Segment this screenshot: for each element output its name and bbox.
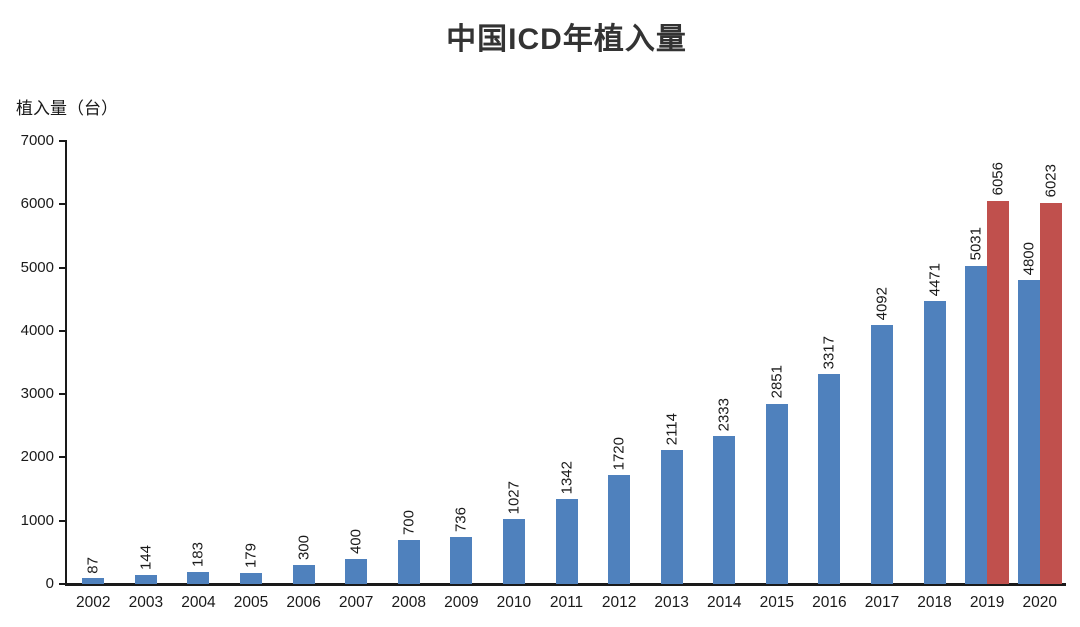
bar-value-label: 736 (452, 507, 470, 533)
bar-value-label: 2851 (768, 365, 786, 399)
x-tick-label: 2002 (76, 594, 111, 611)
x-tick-label: 2005 (233, 594, 269, 611)
bar (765, 403, 788, 584)
bar-value-label: 3317 (820, 335, 838, 370)
x-tick-label: 2004 (181, 594, 216, 611)
x-tick-label: 2008 (391, 594, 426, 611)
x-tick-label: 2010 (496, 594, 532, 611)
bar (987, 200, 1010, 584)
y-axis-title: 植入量（台） (16, 99, 118, 118)
x-tick-label: 2013 (654, 594, 689, 611)
bar-value-label: 4471 (926, 262, 944, 297)
x-tick-label: 2011 (549, 594, 584, 611)
chart-title: 中国ICD年植入量 (446, 23, 687, 56)
bar-value-label: 6056 (989, 162, 1007, 196)
bar-value-label: 2333 (715, 397, 733, 432)
x-tick-label: 2015 (759, 594, 795, 611)
y-tick-label: 2000 (20, 448, 54, 466)
y-tick-mark (59, 266, 65, 269)
y-tick-mark (59, 583, 65, 585)
bar (1017, 280, 1040, 584)
x-tick-label: 2009 (444, 594, 479, 611)
bar-value-label: 4800 (1020, 241, 1038, 276)
bar (608, 475, 631, 584)
bar (923, 301, 946, 584)
y-tick-label: 4000 (20, 321, 54, 339)
y-axis-line (65, 140, 67, 585)
y-tick-label: 7000 (20, 132, 54, 149)
bar-value-label: 5031 (967, 227, 985, 261)
bar-value-label: 1027 (505, 480, 523, 515)
x-tick-label: 2017 (864, 594, 900, 611)
y-tick-label: 5000 (20, 258, 54, 276)
bar (555, 499, 578, 584)
bar (965, 265, 988, 584)
x-tick-label: 2012 (601, 594, 637, 611)
x-tick-label: 2018 (917, 594, 952, 611)
bar-value-label: 2114 (663, 412, 681, 446)
x-tick-label: 2016 (812, 594, 847, 611)
x-axis-line (65, 583, 1066, 586)
y-tick-mark (59, 456, 65, 459)
bar (82, 578, 105, 584)
bar (187, 572, 210, 584)
bar-value-label: 300 (295, 534, 313, 561)
x-tick-label: 2014 (706, 594, 742, 611)
y-tick-label: 6000 (20, 195, 54, 213)
bar (450, 537, 473, 584)
y-tick-label: 3000 (20, 385, 54, 403)
y-tick-label: 0 (45, 575, 54, 592)
bar (502, 519, 525, 584)
bar (292, 565, 315, 584)
x-tick-label: 2007 (338, 594, 374, 611)
bar-value-label: 1720 (610, 436, 628, 471)
y-tick-mark (59, 140, 65, 142)
y-tick-mark (59, 393, 65, 396)
x-tick-label: 2020 (1022, 594, 1057, 611)
bar (1039, 202, 1062, 584)
bar-value-label: 700 (400, 509, 418, 535)
bar (240, 572, 263, 584)
y-tick-mark (59, 203, 65, 206)
bar-value-label: 4092 (873, 286, 891, 321)
bar (713, 436, 736, 584)
bar (134, 574, 157, 584)
bar (818, 374, 841, 584)
x-tick-label: 2003 (128, 594, 164, 611)
x-tick-label: 2019 (969, 594, 1005, 611)
y-tick-mark (59, 329, 65, 332)
bar-value-label: 6023 (1042, 164, 1060, 198)
bar-value-label: 87 (84, 556, 102, 574)
y-tick-label: 1000 (20, 511, 54, 529)
bar-value-label: 1342 (558, 460, 575, 495)
bar-value-label: 144 (137, 544, 155, 570)
y-tick-mark (59, 519, 65, 522)
bar (870, 325, 893, 584)
bar (345, 558, 368, 584)
bar-value-label: 183 (189, 542, 207, 568)
bar-value-label: 179 (242, 542, 260, 568)
bar (660, 450, 683, 584)
x-tick-label: 2006 (286, 594, 321, 611)
bar-value-label: 400 (347, 528, 365, 554)
bar (397, 539, 420, 584)
